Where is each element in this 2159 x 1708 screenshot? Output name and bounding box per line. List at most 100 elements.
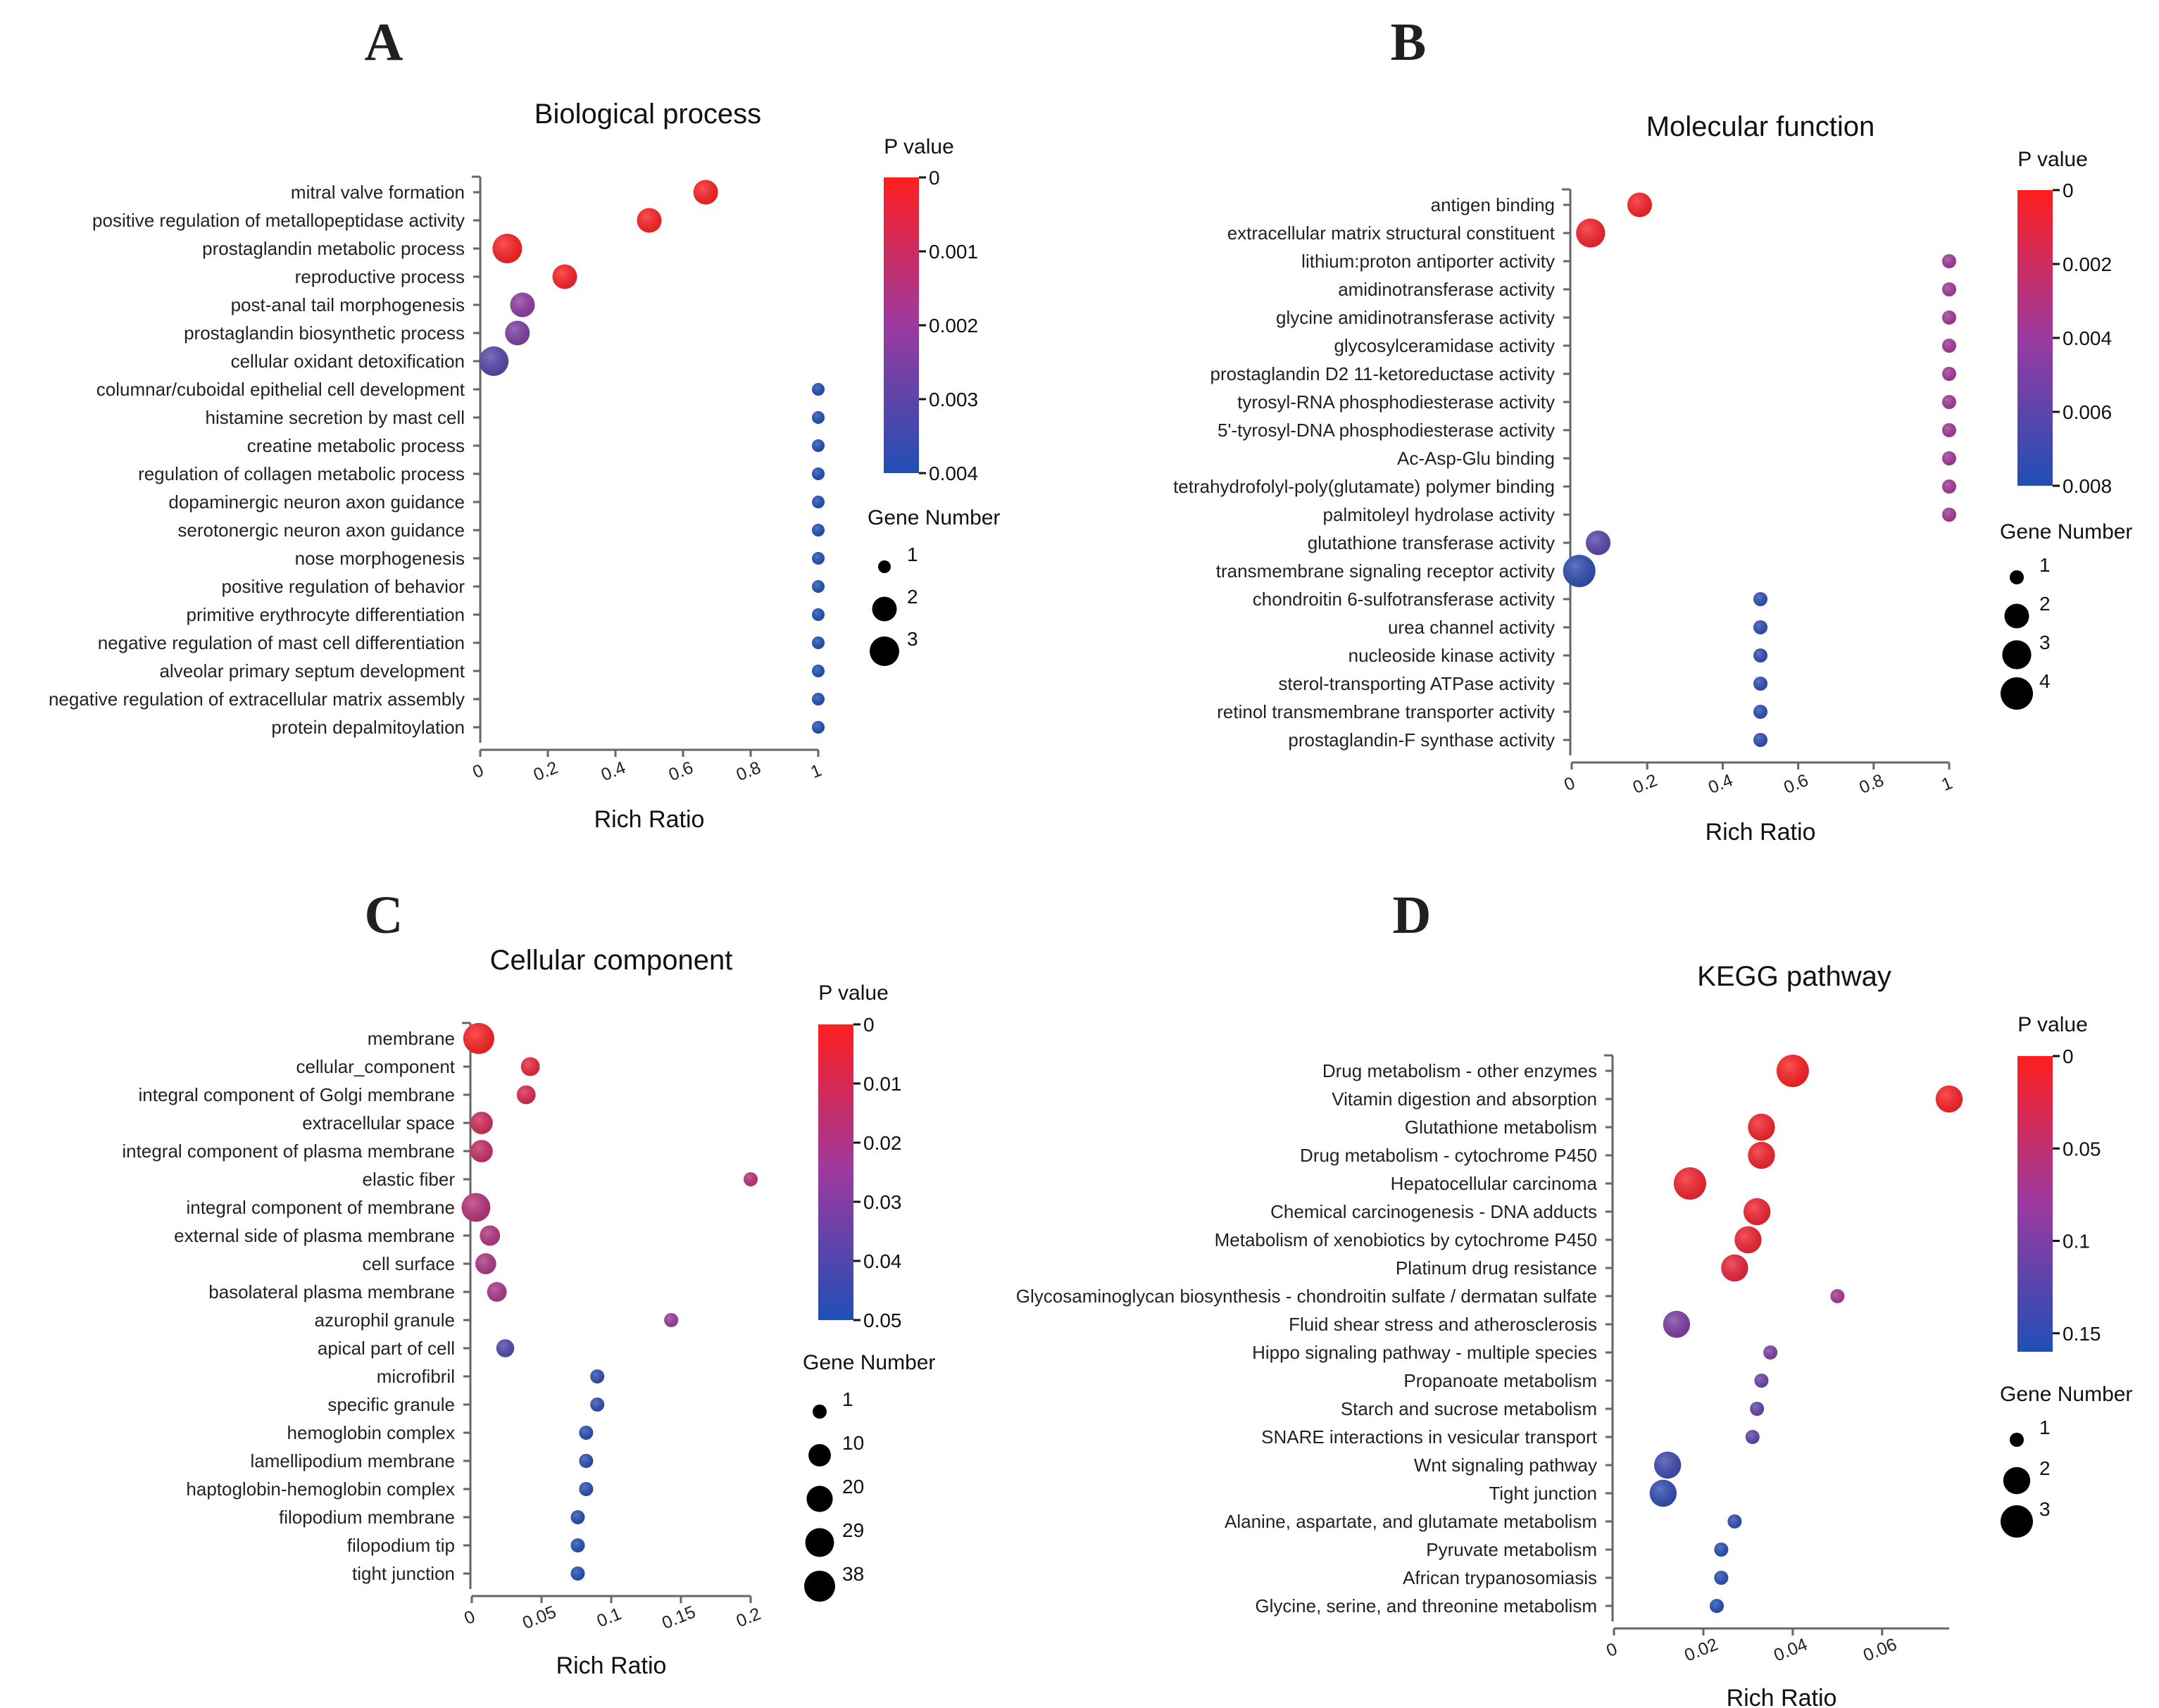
term-label: retinol transmembrane transporter activi… [1217,701,1555,722]
data-point-shade [505,320,530,346]
term-label: basolateral plasma membrane [208,1281,455,1302]
term-label: azurophil granule [315,1310,455,1331]
data-point-shade [1753,620,1767,634]
term-label: negative regulation of mast cell differe… [98,632,465,653]
data-point-shade [812,693,825,705]
term-label: Ac-Asp-Glu binding [1397,448,1555,469]
colorbar-tick-label: 0 [2063,1045,2074,1067]
x-tick-label: 0.2 [1630,770,1660,798]
chart-title: Cellular component [490,945,733,976]
term-label: filopodium tip [347,1535,455,1556]
data-point-shade [479,346,509,376]
data-point-shade [812,496,825,508]
data-point-shade [579,1426,594,1440]
data-point-shade [693,180,718,205]
data-point-shade [1563,555,1596,587]
x-tick-label: 0 [461,1607,477,1628]
gene-number-legend-title: Gene Number [803,1351,935,1374]
term-label: apical part of cell [318,1338,455,1359]
data-point-shade [570,1566,585,1581]
pvalue-legend: P value 0 0.05 0.1 0.15 [2017,1013,2101,1352]
term-label: dopaminergic neuron axon guidance [168,491,465,513]
colorbar-tick-label: 0.003 [929,389,978,410]
colorbar-tick-label: 0 [2063,180,2074,201]
x-tick-label: 0.6 [1781,770,1811,798]
term-label: Starch and sucrose metabolism [1341,1398,1597,1419]
data-point-shade [590,1398,605,1412]
term-label: palmitoleyl hydrolase activity [1323,504,1555,525]
data-point-shade [1714,1543,1729,1557]
term-label: integral component of Golgi membrane [139,1084,455,1105]
pvalue-colorbar [818,1024,853,1320]
term-label: glycosylceramidase activity [1334,335,1555,356]
x-tick-label: 0.04 [1771,1634,1810,1665]
x-tick-label: 0.02 [1682,1634,1721,1665]
panel-letter: C [365,886,403,945]
x-tick-label: 0.06 [1860,1634,1900,1665]
data-point-shade [1714,1571,1729,1585]
size-legend-label: 2 [907,586,918,608]
term-label: Wnt signaling pathway [1414,1455,1597,1476]
pvalue-legend: P value 0 0.01 0.02 0.03 0.04 0.05 [818,981,902,1331]
term-label: creatine metabolic process [247,435,465,456]
data-point-shade [812,383,825,396]
term-label: Metabolism of xenobiotics by cytochrome … [1215,1229,1597,1250]
term-label: Hippo signaling pathway - multiple speci… [1252,1342,1597,1363]
term-label: glutathione transferase activity [1308,532,1555,553]
data-point-shade [1753,677,1767,691]
term-label: protein depalmitoylation [271,717,465,738]
size-legend-dot [878,560,891,573]
size-legend-label: 29 [842,1519,864,1541]
data-point-shade [812,439,825,452]
data-point-shade [1753,733,1767,747]
size-legend-label: 2 [2039,1457,2051,1479]
term-label: regulation of collagen metabolic process [138,463,465,484]
size-legend-label: 3 [2039,632,2051,653]
data-point-shade [1721,1254,1748,1282]
data-point-shade [812,580,825,593]
gene-number-legend: Gene Number 1 2 3 [868,506,1000,666]
data-point-shade [1673,1167,1706,1200]
data-point-shade [492,234,522,263]
data-point-shade [1586,530,1611,555]
x-tick-label: 0.1 [594,1604,625,1631]
data-point-shade [1750,1402,1765,1416]
pvalue-legend-title: P value [2017,148,2088,171]
pvalue-colorbar [884,177,919,473]
x-tick-label: 0.2 [734,1604,764,1631]
panel-letter: D [1393,886,1432,945]
panel-c: C Cellular component 0 0.05 0.1 0.15 0.2 Rich R… [122,886,935,1679]
data-point-shade [1745,1430,1760,1444]
data-point-shade [461,1193,491,1222]
colorbar-tick-label: 0.1 [2063,1231,2090,1252]
pvalue-legend: P value 0 0.002 0.004 0.006 0.008 [2017,148,2112,497]
data-point-shade [487,1282,507,1302]
term-label: cell surface [363,1253,456,1274]
data-point-shade [579,1482,594,1496]
term-label: Glycine, serine, and threonine metabolis… [1255,1595,1597,1616]
size-legend-label: 1 [842,1388,853,1410]
size-legend-dot [805,1528,834,1557]
size-legend-dot [806,1486,833,1512]
data-point-shade [1753,648,1767,663]
term-label: reproductive process [295,266,465,287]
term-label: haptoglobin-hemoglobin complex [186,1478,455,1500]
x-tick-label: 0.05 [520,1602,559,1633]
chart-title: Biological process [534,99,761,130]
data-point-shade [1935,1085,1963,1113]
term-label: prostaglandin D2 11-ketoreductase activi… [1210,363,1555,384]
x-tick-label: 0.4 [599,758,629,785]
data-point-shade [1754,1374,1769,1388]
term-label: nucleoside kinase activity [1348,645,1555,666]
size-legend-dot [813,1405,827,1419]
term-label: chondroitin 6-sulfotransferase activity [1253,589,1555,610]
size-legend-label: 3 [2039,1498,2051,1520]
term-label: primitive erythrocyte differentiation [187,604,465,625]
colorbar-tick-label: 0.03 [863,1191,902,1213]
term-label: Propanoate metabolism [1403,1370,1597,1391]
data-point-shade [1942,310,1956,325]
term-label: urea channel activity [1388,617,1555,638]
data-point-shade [1942,508,1956,522]
size-legend-dot [2010,570,2024,584]
data-point-shade [1942,451,1956,465]
